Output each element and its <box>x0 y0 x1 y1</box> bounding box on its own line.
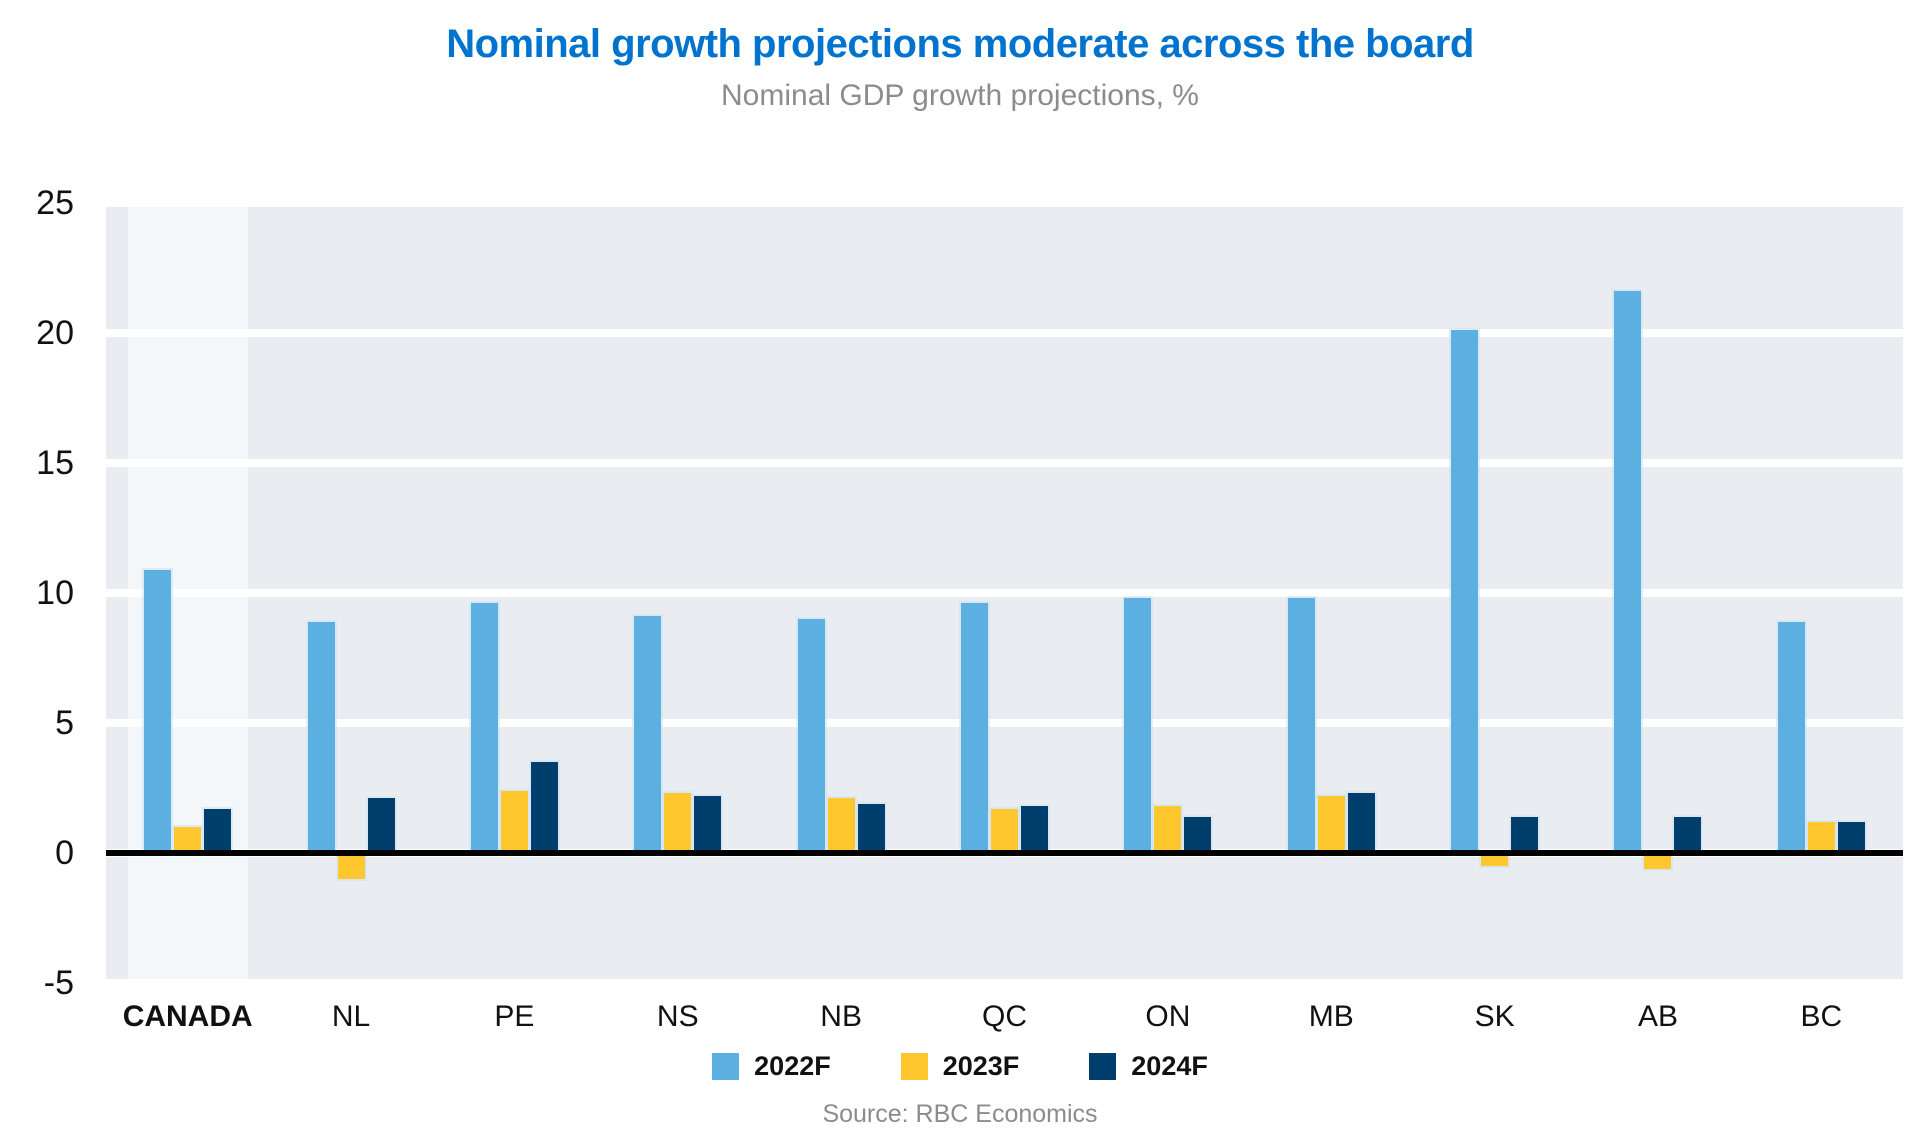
legend-swatch-2022f-icon <box>712 1053 740 1080</box>
bar-canada-2023f <box>174 827 202 853</box>
x-axis-label-canada: CANADA <box>122 1000 253 1033</box>
bar-ab-2023f <box>1644 853 1672 869</box>
bar-sk-2024f <box>1511 817 1539 853</box>
legend-entry-2022f: 2022F <box>712 1051 831 1082</box>
x-axis-label-nb: NB <box>820 1000 862 1033</box>
y-tick-label-0: 0 <box>55 834 74 872</box>
legend-entry-2023f: 2023F <box>900 1051 1020 1082</box>
bar-pe-2024f <box>530 762 558 853</box>
bar-pe-2022f <box>470 603 498 853</box>
bar-on-2022f <box>1124 598 1152 853</box>
x-axis-label-bc: BC <box>1800 1000 1843 1033</box>
legend-label-2022f: 2022F <box>754 1051 831 1081</box>
legend-swatch-2024f-icon <box>1089 1053 1117 1080</box>
x-axis-label-qc: QC <box>982 1000 1027 1033</box>
bar-mb-2024f <box>1347 793 1375 853</box>
bar-nb-2024f <box>857 804 885 853</box>
y-tick-label-10: 10 <box>36 574 74 612</box>
bar-ab-2022f <box>1614 291 1642 853</box>
x-axis-label-on: ON <box>1145 1000 1191 1033</box>
bar-mb-2022f <box>1287 598 1315 853</box>
x-axis-labels: CANADA NL PE NS NB QC ON MB SK AB BC <box>106 1000 1903 1040</box>
bar-ns-2022f <box>634 616 662 853</box>
legend-label-2024f: 2024F <box>1131 1051 1208 1081</box>
x-axis-label-nl: NL <box>331 1000 371 1033</box>
bar-ns-2023f <box>664 793 692 853</box>
bar-pe-2023f <box>500 791 528 853</box>
bar-canada-2024f <box>204 809 232 853</box>
bar-canada-2022f <box>144 570 172 853</box>
source-text: Source: RBC Economics <box>822 1100 1098 1128</box>
bar-on-2024f <box>1184 817 1212 853</box>
y-tick-label-5: 5 <box>55 704 74 742</box>
bar-qc-2022f <box>961 603 988 853</box>
bar-mb-2023f <box>1317 796 1345 853</box>
y-axis-labels: 25 20 15 10 5 0 -5 <box>0 184 88 1002</box>
x-axis-label-ns: NS <box>656 1000 699 1033</box>
x-axis-label-mb: MB <box>1308 1000 1354 1033</box>
bar-bc-2022f <box>1777 622 1805 853</box>
legend: 2022F 2023F 2024F <box>0 1051 1920 1082</box>
y-tick-label-15: 15 <box>36 444 74 482</box>
plot-area <box>106 203 1903 983</box>
bar-ab-2024f <box>1674 817 1702 853</box>
x-axis-label-pe: PE <box>494 1000 535 1033</box>
bar-ns-2024f <box>694 796 722 853</box>
bar-nl-2024f <box>367 798 395 853</box>
bar-nb-2022f <box>797 619 825 853</box>
bar-nb-2023f <box>827 798 855 853</box>
bar-nl-2023f <box>337 853 365 879</box>
bar-bc-2023f <box>1807 822 1835 853</box>
y-tick-label--5: -5 <box>43 964 74 1002</box>
y-tick-label-20: 20 <box>36 314 74 352</box>
bar-qc-2023f <box>991 809 1018 853</box>
legend-entry-2024f: 2024F <box>1089 1051 1208 1082</box>
y-tick-label-25: 25 <box>36 184 74 222</box>
legend-label-2023f: 2023F <box>942 1051 1020 1081</box>
chart-subtitle: Nominal GDP growth projections, % <box>721 79 1199 112</box>
bar-qc-2024f <box>1021 806 1048 853</box>
x-axis-label-sk: SK <box>1474 1000 1515 1033</box>
bar-sk-2023f <box>1481 853 1509 866</box>
bar-nl-2022f <box>307 622 335 853</box>
x-axis-label-ab: AB <box>1637 1000 1678 1033</box>
bar-sk-2022f <box>1451 330 1479 853</box>
bar-on-2023f <box>1154 806 1182 853</box>
chart-title: Nominal growth projections moderate acro… <box>446 22 1474 66</box>
legend-swatch-2023f-icon <box>900 1053 928 1080</box>
bar-bc-2024f <box>1837 822 1865 853</box>
zero-axis-line <box>106 850 1903 856</box>
